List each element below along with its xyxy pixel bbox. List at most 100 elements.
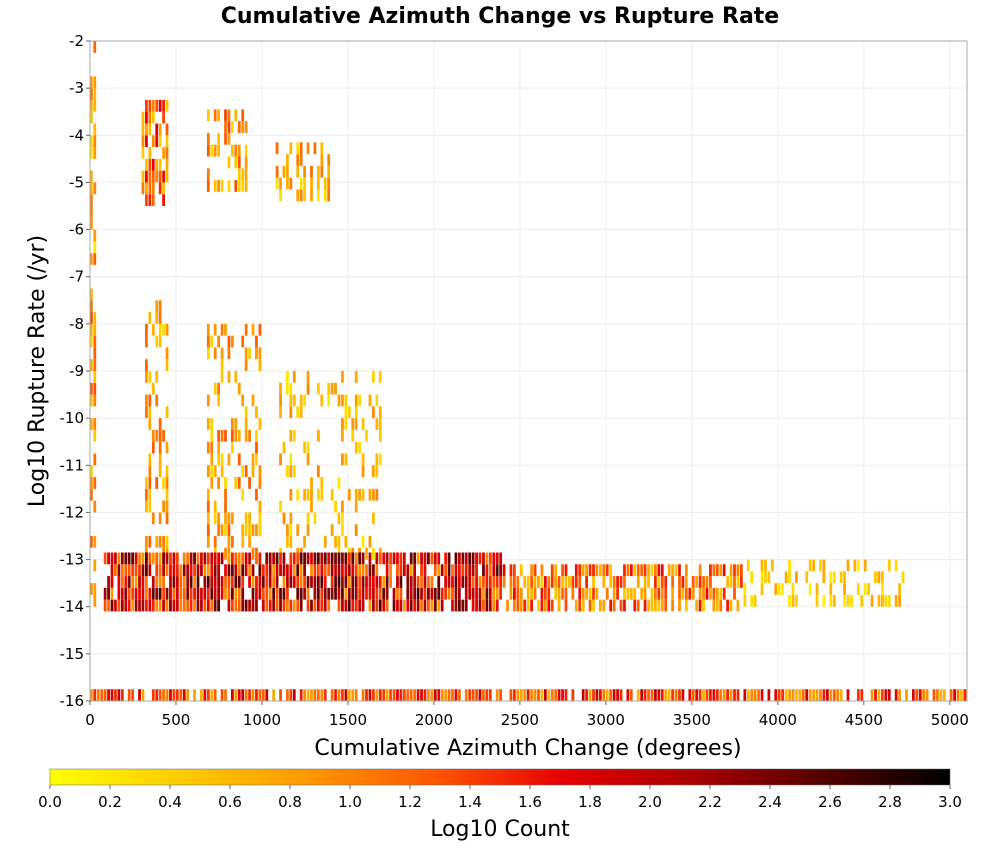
heat-cell-644	[210, 587, 214, 600]
heat-cell-804	[334, 576, 337, 588]
heat-cell-61	[145, 182, 148, 195]
heat-cell-600	[179, 599, 183, 612]
heat-cell-539	[134, 587, 138, 600]
heat-cell-131	[234, 156, 238, 169]
heat-cell-192	[145, 406, 148, 419]
heat-cell-843	[361, 587, 365, 600]
heat-cell-228	[158, 418, 162, 430]
heat-cell-85	[155, 135, 159, 148]
heat-cell-711	[261, 564, 265, 577]
heat-cell-326	[241, 524, 245, 536]
heat-cell-1443	[712, 689, 716, 701]
heat-cell-327	[241, 488, 245, 501]
heat-cell-159	[296, 189, 300, 202]
heat-cell-112	[213, 180, 217, 192]
heat-cell-31	[93, 477, 97, 489]
heat-cell-616	[189, 576, 193, 588]
heat-cell-614	[189, 599, 193, 612]
heat-cell-1418	[616, 689, 619, 701]
heat-cell-282	[217, 441, 220, 454]
heat-cell-1143	[650, 599, 654, 612]
heat-cell-873	[385, 587, 389, 600]
heat-cell-166	[299, 142, 303, 155]
heat-cell-993	[482, 599, 485, 612]
heat-cell-1140	[647, 599, 650, 612]
heat-cell-797	[327, 564, 331, 577]
heat-cell-1007	[488, 552, 492, 565]
heat-cell-470	[358, 394, 362, 407]
heat-cell-861	[375, 576, 379, 588]
heat-cell-241	[165, 512, 169, 525]
heat-cell-530	[127, 576, 131, 588]
heat-cell-1357	[382, 689, 386, 701]
colorbar-label: Log10 Count	[430, 817, 570, 842]
heat-cell-706	[258, 564, 262, 577]
heat-cell-549	[141, 587, 145, 600]
heat-cell-955	[451, 564, 454, 577]
heat-cell-1377	[451, 689, 454, 701]
heat-cell-1242	[805, 571, 809, 584]
heat-cell-465	[354, 394, 358, 407]
heat-cell-958	[454, 576, 458, 588]
heat-cell-77	[151, 182, 155, 195]
heat-cell-1110	[609, 599, 613, 612]
heat-cell-758	[299, 599, 303, 612]
heat-cell-246	[165, 441, 169, 454]
heat-cell-198	[148, 536, 152, 548]
heat-cell-792	[323, 576, 327, 588]
heat-cell-623	[193, 552, 196, 565]
heat-cell-838	[358, 587, 362, 600]
heat-cell-66	[145, 111, 148, 124]
heat-cell-878	[389, 564, 392, 577]
heat-cell-1128	[633, 599, 637, 612]
heat-cell-133	[234, 109, 238, 122]
heat-cell-1170	[678, 564, 681, 577]
heat-cell-116	[217, 144, 220, 157]
heat-cell-1177	[688, 587, 692, 600]
heat-cell-690	[244, 564, 248, 577]
heat-cell-566	[155, 599, 159, 612]
heat-cell-801	[330, 564, 334, 577]
heat-cell-909	[413, 552, 417, 565]
heat-cell-811	[337, 552, 341, 565]
heat-cell-1176	[684, 564, 688, 577]
heat-cell-813	[341, 587, 344, 600]
heat-cell-1165	[671, 564, 674, 577]
heat-cell-417	[310, 477, 313, 489]
heat-cell-1368	[420, 689, 423, 701]
heat-cell-850	[368, 599, 372, 612]
heat-cell-1008	[492, 599, 496, 612]
heat-cell-1423	[640, 689, 644, 701]
heat-cell-199	[148, 500, 152, 513]
heat-cell-624	[196, 599, 200, 612]
heat-cell-356	[255, 441, 258, 454]
y-tick-label-6: -8	[69, 315, 84, 333]
heat-cell-1059	[547, 599, 551, 612]
heat-cell-243	[165, 488, 169, 501]
heat-cell-874	[385, 576, 389, 588]
heat-cell-24	[90, 88, 93, 100]
heat-cell-1352	[365, 689, 368, 701]
heat-cell-510	[114, 599, 117, 612]
heat-cell-310	[227, 335, 231, 348]
heat-cell-524	[124, 587, 128, 600]
heat-cell-132	[234, 144, 238, 157]
heat-cell-1190	[705, 576, 709, 588]
heat-cell-354	[255, 488, 258, 501]
heat-cell-1205	[726, 599, 729, 612]
heat-cell-1179	[691, 576, 695, 588]
heat-cell-151	[279, 189, 282, 202]
heat-cell-592	[172, 576, 176, 588]
heat-cell-1012	[492, 552, 496, 565]
heat-cell-253	[206, 512, 210, 525]
heat-cell-421	[316, 429, 320, 442]
heat-cell-174	[313, 142, 317, 155]
heat-cell-50	[93, 99, 97, 112]
heat-cell-732	[279, 599, 282, 612]
heat-cell-1241	[795, 571, 798, 584]
heat-cell-1162	[671, 599, 674, 612]
heat-cell-701	[255, 587, 258, 600]
heat-cell-589	[169, 552, 172, 565]
heat-cell-1224	[760, 583, 764, 595]
heat-cell-325	[241, 536, 245, 548]
